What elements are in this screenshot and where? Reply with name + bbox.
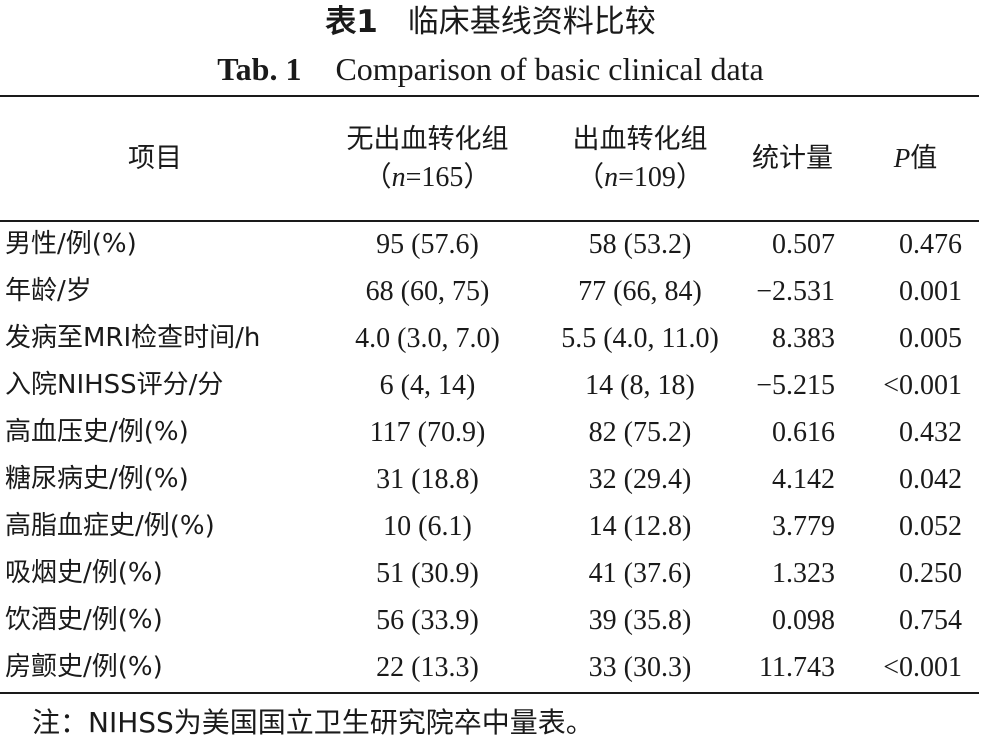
cell-p-value: 0.042 [899, 464, 962, 495]
cell-p-value: 0.432 [899, 417, 962, 448]
cell-group2: 82 (75.2) [588, 417, 692, 448]
table-row: 房颤史/例(%) 22 (13.3) 33 (30.3) 11.743 <0.0… [0, 644, 981, 691]
cell-group2: 41 (37.6) [588, 558, 692, 589]
bottom-rule [0, 692, 979, 694]
cell-item: 吸烟史/例(%) [5, 558, 163, 588]
cell-item: 糖尿病史/例(%) [5, 464, 189, 494]
header-group2: 出血转化组 （n=109） [545, 97, 735, 220]
table-row: 糖尿病史/例(%) 31 (18.8) 32 (29.4) 4.142 0.04… [0, 456, 981, 503]
header-item: 项目 [0, 97, 310, 220]
header-rule [0, 220, 979, 222]
cell-item: 男性/例(%) [5, 229, 137, 259]
table-row: 男性/例(%) 95 (57.6) 58 (53.2) 0.507 0.476 [0, 221, 981, 268]
table-caption-en: Comparison of basic clinical data [335, 51, 764, 87]
cell-group1: 6 (4, 14) [379, 370, 476, 401]
header-p-suffix: 值 [910, 143, 938, 174]
cell-statistic: 1.323 [772, 558, 835, 589]
cell-item: 发病至MRI检查时间/h [5, 323, 261, 353]
table-row: 吸烟史/例(%) 51 (30.9) 41 (37.6) 1.323 0.250 [0, 550, 981, 597]
cell-statistic: −2.531 [756, 276, 835, 307]
top-rule [0, 95, 979, 97]
header-statistic-label: 统计量 [752, 142, 833, 174]
cell-p-value: 0.250 [899, 558, 962, 589]
header-group1-name: 无出血转化组 [346, 123, 509, 155]
header-item-label: 项目 [128, 142, 182, 174]
cell-statistic: 0.616 [772, 417, 835, 448]
cell-statistic: 4.142 [772, 464, 835, 495]
cell-group2: 58 (53.2) [588, 229, 692, 260]
cell-group2: 32 (29.4) [588, 464, 692, 495]
header-group1-n: （n=165） [363, 161, 492, 193]
cell-group1: 10 (6.1) [383, 511, 472, 542]
cell-group2: 33 (30.3) [588, 652, 692, 683]
cell-statistic: 3.779 [772, 511, 835, 542]
header-p-italic: P [893, 143, 911, 173]
cell-item: 高血压史/例(%) [5, 417, 189, 447]
cell-p-value: 0.052 [899, 511, 962, 542]
cell-group1: 31 (18.8) [376, 464, 479, 495]
table-row: 发病至MRI检查时间/h 4.0 (3.0, 7.0) 5.5 (4.0, 11… [0, 315, 981, 362]
cell-statistic: 0.507 [772, 229, 835, 260]
table-number-en: Tab. 1 [217, 51, 302, 87]
cell-statistic: 0.098 [772, 605, 835, 636]
header-p-value: P值 [850, 97, 981, 220]
cell-p-value: 0.754 [899, 605, 962, 636]
cell-group1: 4.0 (3.0, 7.0) [355, 323, 500, 354]
cell-group2: 39 (35.8) [588, 605, 692, 636]
cell-group2: 14 (12.8) [588, 511, 692, 542]
header-group2-n-value: 109 [633, 161, 676, 193]
cell-group1: 117 (70.9) [369, 417, 486, 448]
table-row: 入院NIHSS评分/分 6 (4, 14) 14 (8, 18) −5.215 … [0, 362, 981, 409]
header-group2-name: 出血转化组 [572, 123, 708, 155]
table-number-cn: 表1 [325, 4, 378, 40]
table-row: 年龄/岁 68 (60, 75) 77 (66, 84) −2.531 0.00… [0, 268, 981, 315]
cell-p-value: 0.001 [899, 276, 962, 307]
cell-group2: 14 (8, 18) [585, 370, 695, 401]
table-title-en: Tab. 1 Comparison of basic clinical data [0, 49, 981, 89]
cell-group1: 95 (57.6) [376, 229, 479, 260]
cell-item: 入院NIHSS评分/分 [5, 370, 224, 400]
cell-p-value: 0.005 [899, 323, 962, 354]
cell-item: 高脂血症史/例(%) [5, 511, 215, 541]
cell-p-value: <0.001 [883, 370, 962, 401]
cell-group1: 51 (30.9) [376, 558, 479, 589]
cell-group2: 5.5 (4.0, 11.0) [561, 323, 719, 354]
table-row: 高脂血症史/例(%) 10 (6.1) 14 (12.8) 3.779 0.05… [0, 503, 981, 550]
cell-statistic: 8.383 [772, 323, 835, 354]
cell-group1: 22 (13.3) [376, 652, 479, 683]
cell-statistic: 11.743 [759, 652, 835, 683]
cell-group2: 77 (66, 84) [578, 276, 702, 307]
header-p-value-label: P值 [894, 139, 938, 178]
cell-item: 房颤史/例(%) [5, 652, 163, 682]
header-group1: 无出血转化组 （n=165） [310, 97, 545, 220]
header-group2-n: （n=109） [576, 161, 704, 193]
table-row: 高血压史/例(%) 117 (70.9) 82 (75.2) 0.616 0.4… [0, 409, 981, 456]
table-row: 饮酒史/例(%) 56 (33.9) 39 (35.8) 0.098 0.754 [0, 597, 981, 644]
header-group1-n-value: 165 [421, 161, 464, 193]
cell-item: 饮酒史/例(%) [5, 605, 163, 635]
cell-group1: 56 (33.9) [376, 605, 479, 636]
cell-group1: 68 (60, 75) [365, 276, 490, 307]
table-footnote: 注：NIHSS为美国国立卫生研究院卒中量表。 [32, 706, 594, 739]
header-statistic: 统计量 [735, 97, 850, 220]
cell-p-value: 0.476 [899, 229, 962, 260]
cell-item: 年龄/岁 [5, 276, 92, 306]
table-caption-cn: 临床基线资料比较 [407, 4, 656, 40]
cell-p-value: <0.001 [883, 652, 962, 683]
table-title-cn: 表1 临床基线资料比较 [0, 2, 981, 42]
cell-statistic: −5.215 [756, 370, 835, 401]
